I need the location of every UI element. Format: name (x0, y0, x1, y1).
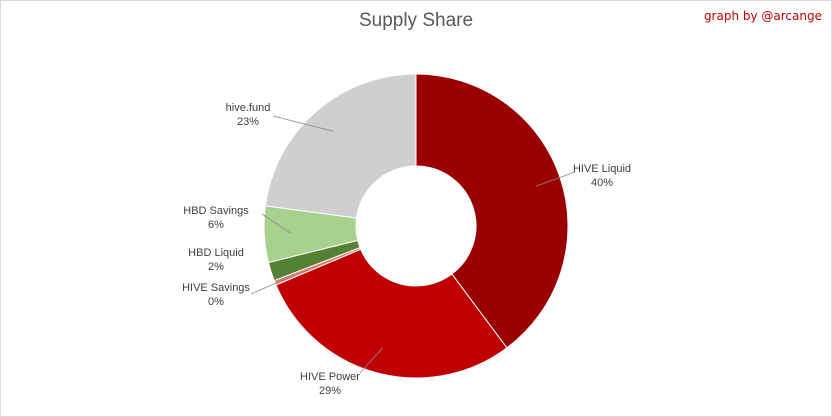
slice-percent-label: 23% (237, 116, 259, 128)
slice-name-label: HBD Liquid (188, 247, 244, 259)
leader-line (272, 115, 334, 132)
leader-line (535, 171, 576, 187)
slice-percent-label: 29% (319, 385, 341, 397)
credit-label: graph by @arcange (703, 9, 822, 23)
chart-title: Supply Share (358, 10, 474, 31)
slice-hive-liquid (415, 73, 569, 349)
slice-percent-label: 0% (208, 296, 224, 308)
slice-percent-label: 2% (208, 261, 224, 273)
slice-name-label: HIVE Liquid (573, 163, 631, 175)
slice-hive-fund (264, 73, 417, 219)
slice-name-label: HIVE Power (300, 371, 360, 383)
leader-line (359, 347, 384, 374)
slice-name-label: hive.fund (226, 102, 271, 114)
leader-line (250, 272, 300, 295)
slice-hive-power (275, 248, 508, 379)
slice-percent-label: 40% (591, 177, 613, 189)
slice-name-label: HIVE Savings (182, 282, 250, 294)
slice-name-label: HBD Savings (183, 205, 249, 217)
leader-line (261, 213, 291, 234)
slice-percent-label: 6% (208, 219, 224, 231)
